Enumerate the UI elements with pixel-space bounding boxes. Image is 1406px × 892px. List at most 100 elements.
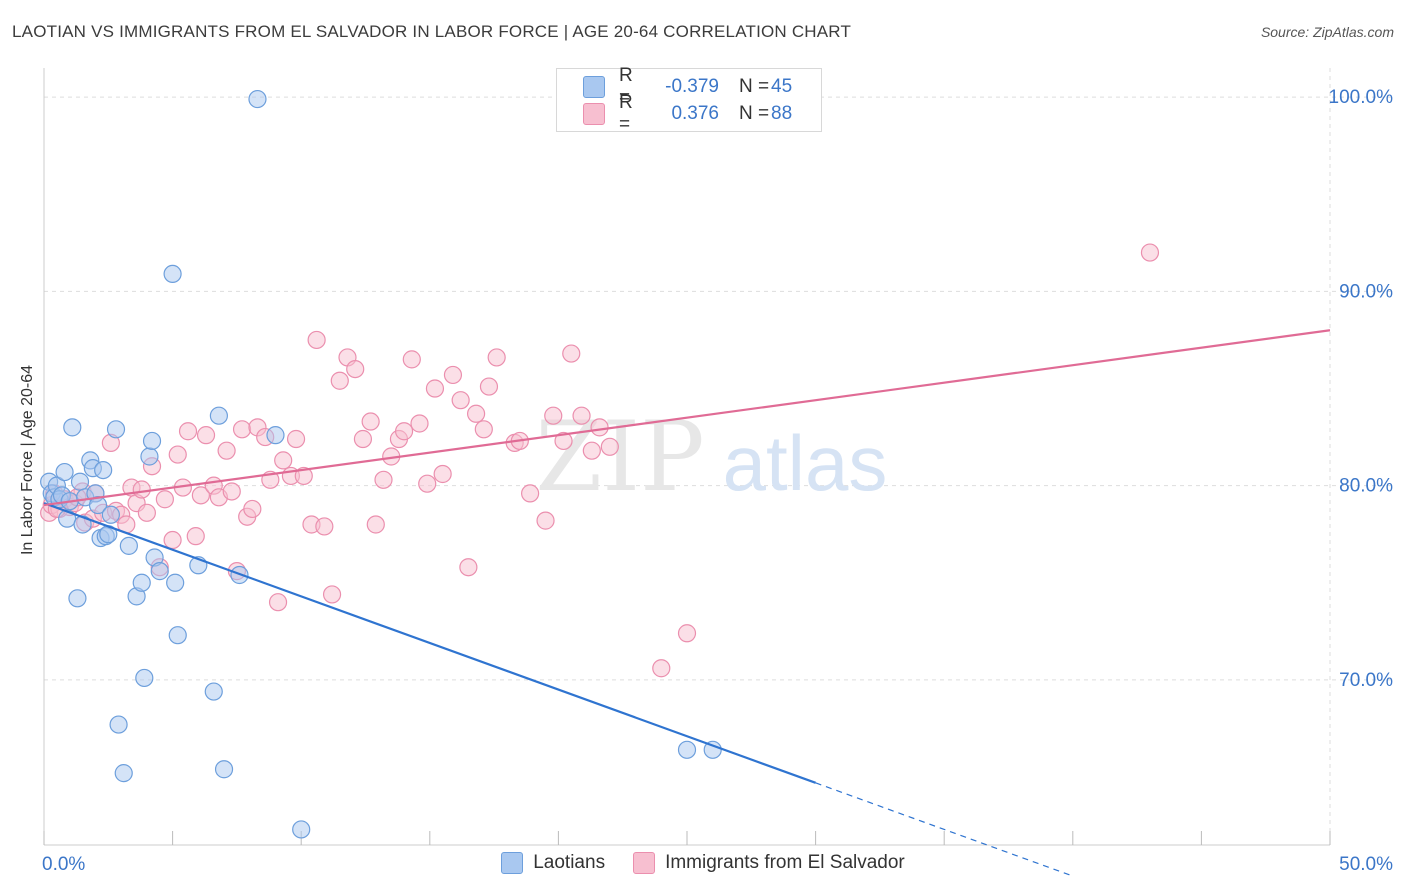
data-point — [119, 536, 138, 555]
data-point — [132, 573, 151, 592]
data-point — [142, 431, 162, 451]
y-tick-label: 80.0% — [1339, 476, 1393, 497]
data-point — [106, 420, 126, 439]
chart-title: LAOTIAN VS IMMIGRANTS FROM EL SALVADOR I… — [12, 22, 852, 41]
data-point — [191, 486, 210, 505]
data-point — [88, 495, 108, 515]
legend-swatch-salvador — [583, 103, 605, 125]
data-point — [474, 420, 493, 439]
legend-swatch-laotians — [583, 76, 605, 98]
data-point — [55, 462, 74, 482]
legend-swatch-laotians — [501, 852, 524, 874]
stats-legend: R = -0.379 N = 45 R = 0.376 N = 88 — [556, 65, 822, 135]
data-point — [217, 441, 236, 460]
data-point — [433, 464, 452, 484]
data-point — [425, 379, 445, 398]
y-tick-label: 100.0% — [1329, 87, 1394, 108]
data-point — [443, 365, 463, 385]
data-point — [677, 624, 697, 643]
y-axis-title: In Labor Force | Age 20-64 — [19, 364, 36, 556]
data-point — [232, 420, 252, 439]
data-point — [243, 499, 262, 519]
data-point — [168, 626, 187, 645]
data-point — [330, 371, 349, 390]
legend-swatch-salvador — [633, 852, 656, 874]
data-point — [451, 391, 470, 410]
data-point — [590, 418, 609, 437]
legend-n-value: 88 — [771, 103, 793, 124]
data-point — [140, 447, 159, 466]
trend-line-laotians-extension — [815, 782, 1074, 877]
data-point — [222, 482, 241, 501]
legend-item-laotians: Laotians — [501, 852, 605, 874]
data-point — [114, 764, 133, 783]
data-point — [150, 562, 169, 581]
data-point — [94, 460, 113, 480]
data-point — [652, 659, 671, 678]
data-point — [322, 585, 342, 604]
data-point — [572, 406, 591, 425]
data-point — [479, 377, 499, 396]
tick-labels: 100.0% 90.0% 80.0% 70.0% 0.0% 50.0% — [42, 87, 1393, 875]
chart-source: Source: ZipAtlas.com — [1260, 24, 1394, 40]
y-tick-label: 90.0% — [1339, 281, 1393, 302]
data-point — [703, 740, 722, 759]
data-point — [374, 470, 393, 489]
data-point — [166, 573, 185, 592]
data-point — [536, 511, 555, 530]
data-point — [366, 515, 385, 534]
data-point — [248, 89, 267, 109]
series-legend: Laotians Immigrants from El Salvador — [0, 852, 1406, 874]
data-point — [562, 344, 581, 363]
data-point — [361, 412, 380, 431]
data-point — [163, 264, 182, 284]
data-point — [353, 429, 373, 449]
data-point — [70, 472, 90, 491]
data-point — [132, 480, 151, 499]
data-point — [418, 474, 437, 493]
legend-r-label: R = — [619, 92, 633, 135]
legend-n-label: N = — [739, 103, 770, 124]
data-point — [1140, 243, 1160, 262]
legend-row-laotians: R = -0.379 N = 45 — [583, 65, 793, 108]
legend-r-label: R = — [619, 65, 633, 108]
legend-label-laotians: Laotians — [533, 852, 606, 873]
x-tick-label: 50.0% — [1339, 854, 1393, 875]
data-point — [292, 820, 311, 839]
data-point — [346, 359, 365, 379]
data-point — [307, 330, 326, 350]
legend-r-value: -0.379 — [665, 76, 719, 97]
legend-label-salvador: Immigrants from El Salvador — [665, 852, 905, 873]
data-point — [466, 404, 486, 423]
legend-n-value: 45 — [771, 76, 793, 97]
x-tick-label: 0.0% — [42, 854, 85, 875]
axes — [43, 68, 1331, 846]
data-point — [209, 406, 228, 425]
data-point — [137, 503, 156, 522]
data-point — [402, 350, 421, 369]
data-point — [294, 466, 313, 486]
legend-row-salvador: R = 0.376 N = 88 — [583, 92, 793, 135]
data-point — [394, 422, 414, 441]
y-tick-label: 70.0% — [1339, 670, 1393, 691]
data-point — [135, 668, 154, 688]
data-point — [266, 426, 285, 445]
grid-lines — [44, 68, 1392, 845]
data-point — [268, 593, 288, 612]
watermark-atlas: atlas — [723, 419, 888, 507]
data-point — [286, 429, 306, 449]
legend-item-salvador: Immigrants from El Salvador — [633, 852, 905, 874]
data-point — [68, 589, 87, 608]
data-point — [487, 348, 506, 367]
legend-r-value: 0.376 — [671, 103, 719, 124]
data-point — [101, 505, 120, 524]
data-point — [315, 517, 334, 536]
trend-line-salvador — [43, 329, 1331, 507]
data-point — [63, 418, 82, 437]
data-point — [582, 441, 601, 460]
data-point — [163, 530, 182, 550]
data-point — [600, 437, 619, 456]
trend-lines — [43, 329, 1331, 877]
data-point — [544, 406, 563, 425]
